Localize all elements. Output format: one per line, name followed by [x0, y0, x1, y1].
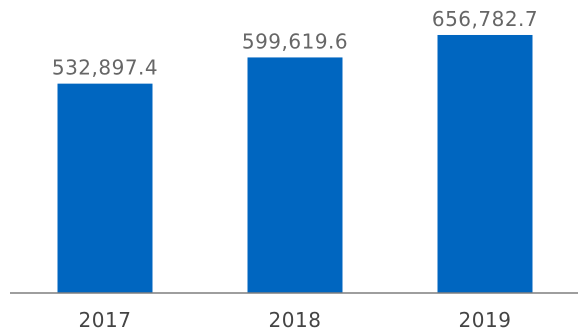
bars-layer	[57, 34, 533, 294]
x-tick-label-2019: 2019	[459, 308, 512, 332]
bar-2018	[247, 57, 343, 294]
data-label-2019: 656,782.7	[432, 7, 538, 31]
data-label-2017: 532,897.4	[52, 56, 158, 80]
data-label-2018: 599,619.6	[242, 29, 348, 53]
x-tick-label-2018: 2018	[269, 308, 322, 332]
data-labels-layer: 532,897.4 599,619.6 656,782.7	[52, 7, 538, 80]
bar-2019	[437, 34, 533, 294]
x-tick-labels-layer: 2017 2018 2019	[79, 308, 512, 332]
x-tick-label-2017: 2017	[79, 308, 132, 332]
bar-2017	[57, 83, 153, 293]
